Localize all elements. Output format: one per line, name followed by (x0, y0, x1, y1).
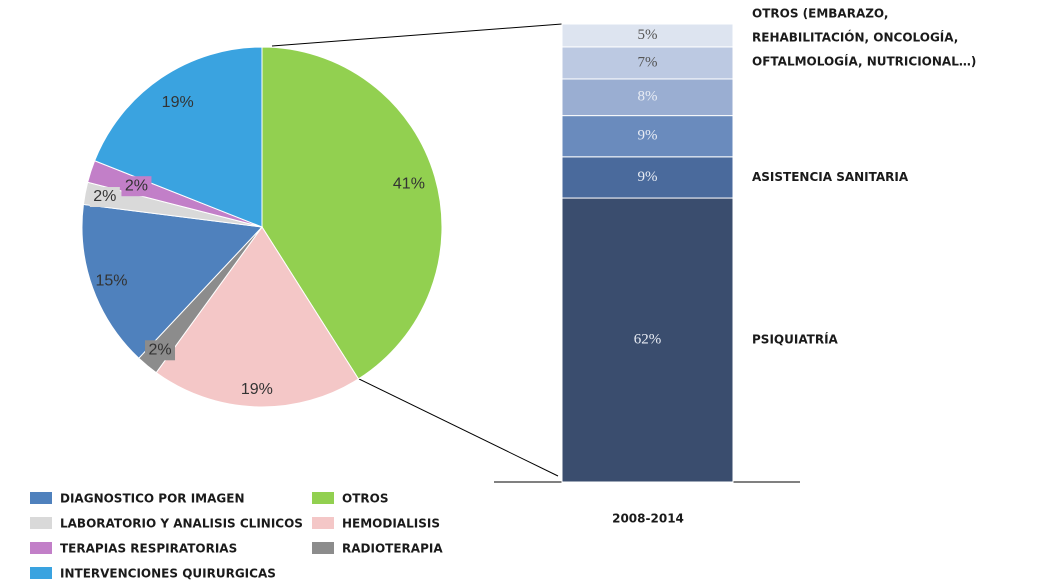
label-box (145, 340, 176, 361)
annotation: REHABILITACIÓN, ONCOLOGÍA, (752, 30, 958, 45)
data-label: 2% (148, 342, 171, 359)
bar-segment (561, 46, 734, 80)
data-label: 2% (125, 177, 148, 194)
data-label: 9% (638, 128, 658, 144)
bar-segment (561, 23, 734, 48)
data-label: 41% (393, 176, 425, 193)
legend-label: LABORATORIO Y ANALISIS CLINICOS (60, 517, 303, 531)
annotation: PSIQUIATRÍA (752, 332, 839, 347)
data-label: 15% (95, 272, 127, 289)
pie-slice (93, 46, 263, 228)
data-label: 8% (638, 89, 658, 105)
legend-swatch (312, 517, 334, 529)
x-tick-label: 2008-2014 (612, 512, 684, 526)
pie-slice (81, 203, 264, 359)
label-box (89, 187, 120, 208)
annotation: OFTALMOLOGÍA, NUTRICIONAL…) (752, 54, 976, 69)
legend-label: TERAPIAS RESPIRATORIAS (60, 542, 237, 556)
legend-swatch (30, 567, 52, 579)
pie-slice (261, 46, 443, 380)
data-label: 62% (634, 331, 662, 347)
legend-label: INTERVENCIONES QUIRURGICAS (60, 567, 276, 581)
legend-label: HEMODIALISIS (342, 517, 440, 531)
pie-slice (155, 226, 360, 408)
data-label: 19% (241, 381, 273, 398)
legend-swatch (312, 492, 334, 504)
legend-label: DIAGNOSTICO POR IMAGEN (60, 492, 244, 506)
data-label: 2% (93, 188, 116, 205)
annotation: OTROS (EMBARAZO, (752, 7, 888, 21)
legend-label: RADIOTERAPIA (342, 542, 443, 556)
bar-segment (561, 156, 734, 199)
data-label: 5% (638, 27, 658, 43)
bar-segment (561, 197, 734, 483)
data-label: 9% (638, 169, 658, 185)
connector (271, 23, 563, 47)
annotation: ASISTENCIA SANITARIA (752, 170, 909, 184)
legend-swatch (30, 542, 52, 554)
legend-label: OTROS (342, 492, 388, 506)
legend-swatch (30, 492, 52, 504)
data-label: 7% (638, 54, 658, 70)
legend-swatch (30, 517, 52, 529)
label-box (121, 176, 152, 197)
data-label: 19% (162, 94, 194, 111)
connector (356, 377, 559, 477)
legend-swatch (312, 542, 334, 554)
